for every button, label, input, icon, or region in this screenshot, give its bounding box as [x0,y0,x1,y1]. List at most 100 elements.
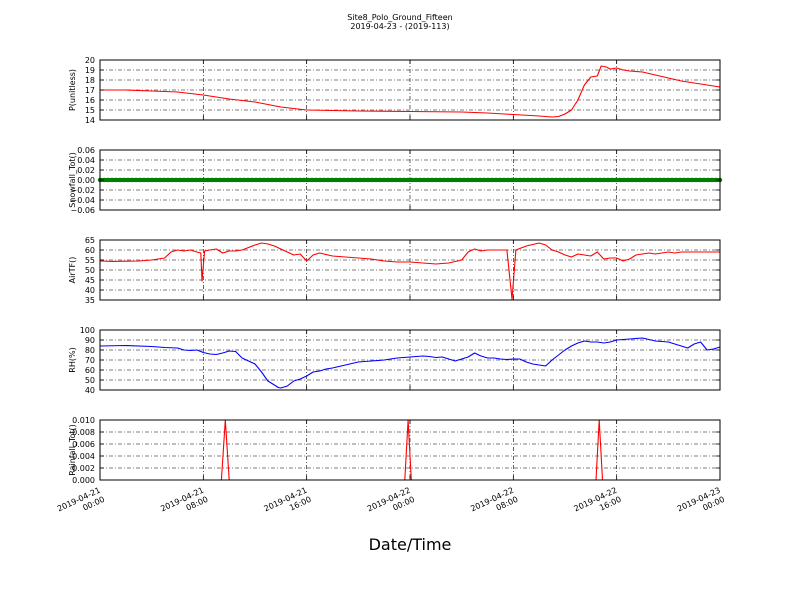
y-tick-label: 50 [85,376,95,385]
data-point [661,177,667,183]
data-point [413,177,419,183]
data-point [401,177,407,183]
data-point [441,177,447,183]
y-tick-label: 0.006 [72,440,95,449]
data-point [681,177,687,183]
data-point [637,177,643,183]
y-tick-label: 65 [85,236,95,245]
data-point [117,177,123,183]
data-point [425,177,431,183]
data-point [301,177,307,183]
data-point [697,177,703,183]
data-point [177,177,183,183]
data-point [157,177,163,183]
data-point [541,177,547,183]
data-point [497,177,503,183]
data-point [197,177,203,183]
y-tick-label: 80 [85,346,95,355]
y-tick-label: −0.04 [70,196,95,205]
data-point [257,177,263,183]
data-point [365,177,371,183]
data-point [609,177,615,183]
series-line [100,65,721,118]
data-point [605,177,611,183]
y-tick-label: 0.02 [77,166,95,175]
data-point [445,177,451,183]
data-point [193,177,199,183]
y-tick-label: 14 [85,116,95,125]
data-point [169,177,175,183]
data-point [393,177,399,183]
y-axis-label: Snowfall_Tot() [68,152,77,208]
data-point [341,177,347,183]
data-point [361,177,367,183]
data-point [121,177,127,183]
data-point [429,177,435,183]
data-point [625,177,631,183]
data-point [633,177,639,183]
y-tick-label: 0.010 [72,416,95,425]
data-point [457,177,463,183]
data-point [653,177,659,183]
data-point [381,177,387,183]
data-point [509,177,515,183]
data-point [673,177,679,183]
data-point [453,177,459,183]
data-point [293,177,299,183]
y-tick-label: 15 [85,106,95,115]
data-point [145,177,151,183]
y-tick-label: 0.002 [72,464,95,473]
y-tick-label: 19 [85,66,95,75]
data-point [597,177,603,183]
data-point [269,177,275,183]
data-point [249,177,255,183]
data-point [545,177,551,183]
data-point [345,177,351,183]
y-tick-label: 0.004 [72,452,95,461]
y-tick-label: −0.02 [70,186,95,195]
data-point [649,177,655,183]
data-point [585,177,591,183]
y-tick-label: 90 [85,336,95,345]
y-tick-label: 0.00 [77,176,95,185]
data-point [417,177,423,183]
data-point [529,177,535,183]
data-point [589,177,595,183]
data-point [205,177,211,183]
data-point [693,177,699,183]
y-tick-label: 0.06 [77,146,95,155]
data-point [133,177,139,183]
data-point [581,177,587,183]
data-point [149,177,155,183]
data-point [373,177,379,183]
x-axis-label: Date/Time [369,535,452,554]
y-tick-label: 60 [85,366,95,375]
data-point [217,177,223,183]
data-point [505,177,511,183]
grid [100,240,720,300]
data-point [705,177,711,183]
y-tick-label: 0.04 [77,156,95,165]
data-point [677,177,683,183]
data-point [237,177,243,183]
data-point [493,177,499,183]
data-point [437,177,443,183]
data-point [313,177,319,183]
panel-1: −0.06−0.04−0.020.000.020.040.06Snowfall_… [68,146,723,215]
data-point [469,177,475,183]
data-point [113,177,119,183]
figure-subtitle: 2019-04-23 - (2019-113) [350,22,449,31]
data-point [593,177,599,183]
data-point [657,177,663,183]
data-point [201,177,207,183]
data-point [153,177,159,183]
data-point [405,177,411,183]
data-point [389,177,395,183]
data-point [225,177,231,183]
data-point [161,177,167,183]
